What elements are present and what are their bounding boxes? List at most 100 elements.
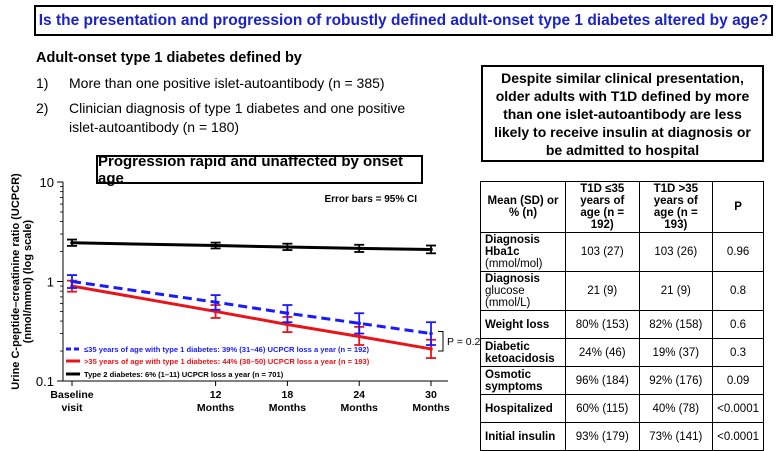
y-tick-label: 0.1	[36, 374, 54, 389]
y-axis-label: Urine C-peptide–creatinine ratio (UCPCR)	[10, 173, 22, 390]
y-axis-label: (nmol/mmol) (log scale)	[22, 219, 34, 343]
table-row: Osmotic symptoms 96% (184) 92% (176) 0.09	[480, 366, 764, 395]
table-cell: 40% (78)	[638, 394, 714, 423]
definition-heading: Adult-onset type 1 diabetes defined by	[36, 50, 302, 66]
table-cell: <0.0001	[712, 422, 764, 451]
x-tick-label: Months	[341, 402, 378, 414]
table-row: Diabetic ketoacidosis 24% (46) 19% (37) 0.3	[480, 338, 764, 367]
table-cell: 103 (26)	[638, 232, 714, 272]
y-tick-label: 1	[47, 275, 54, 290]
table-header: P	[712, 181, 764, 233]
table-cell: 82% (158)	[638, 310, 714, 339]
feature-label: Diagnosis	[485, 273, 540, 285]
feature-unit: (mmol/mol)	[485, 258, 543, 270]
data-point	[357, 334, 362, 339]
legend-label: Type 2 diabetes: 6% (1–11) UCPCR loss a …	[84, 370, 284, 379]
error-bar-note: Error bars = 95% CI	[324, 194, 417, 205]
p-value-bracket	[438, 331, 444, 352]
progression-title: Progression rapid and unaffected by onse…	[96, 153, 423, 187]
table-row: Diagnosis Hba1c (mmol/mol) 103 (27) 103 (26…	[480, 232, 764, 272]
series-line	[71, 280, 432, 336]
feature-label: Weight loss	[485, 318, 550, 331]
definition-item: 1) More than one positive islet-autoanti…	[36, 74, 436, 93]
feature-label: Initial insulin	[485, 430, 556, 443]
definition-item-text: Clinician diagnosis of type 1 diabetes a…	[69, 100, 406, 135]
table-cell: 60% (115)	[565, 394, 640, 423]
data-point	[429, 331, 433, 336]
x-tick-label: visit	[61, 402, 83, 414]
table-cell: 73% (141)	[638, 422, 714, 451]
x-tick-label: 18	[282, 389, 294, 401]
table-cell: 21 (9)	[638, 271, 714, 311]
legend-label: >35 years of age with type 1 diabetes: 4…	[84, 357, 370, 366]
figure-title: Is the presentation and progression of r…	[34, 5, 773, 36]
table-cell: 93% (179)	[565, 422, 640, 451]
legend-label: ≤35 years of age with type 1 diabetes: 3…	[84, 345, 370, 354]
definition-item-text: More than one positive islet-autoantibod…	[69, 75, 385, 91]
x-tick-label: 24	[353, 389, 365, 401]
table-cell: 0.09	[712, 366, 764, 395]
data-point	[429, 247, 433, 252]
data-point	[285, 311, 290, 316]
x-tick-label: Baseline	[50, 389, 93, 401]
feature-label: Hospitalized	[485, 402, 553, 415]
data-point	[70, 240, 74, 245]
ucpcr-line-chart: 0.1 1 10 Urine C-peptide–creatinine ratio (…	[10, 173, 481, 414]
x-tick-label: Months	[412, 402, 449, 414]
table-cell: 92% (176)	[638, 366, 714, 395]
table-header: T1D ≤35 years of age (n = 192)	[565, 181, 640, 233]
data-point	[285, 322, 290, 327]
definition-item-number: 1)	[36, 75, 49, 91]
table-cell: 19% (37)	[638, 338, 714, 367]
table-header: Mean (SD) or % (n)	[480, 181, 566, 233]
table-cell: 24% (46)	[565, 338, 640, 367]
table-cell-feature: Osmotic symptoms	[480, 366, 566, 395]
table-cell-feature: Initial insulin	[480, 422, 566, 451]
table-cell: 0.96	[712, 232, 764, 272]
table-header: T1D >35 years of age (n = 193)	[638, 181, 714, 233]
data-point	[213, 300, 218, 304]
y-tick-label: 10	[40, 175, 54, 190]
data-point	[357, 246, 362, 251]
table-cell: <0.0001	[712, 394, 764, 423]
definition-item-number: 2)	[36, 100, 49, 116]
table-body: Diagnosis Hba1c (mmol/mol) 103 (27) 103 (26…	[480, 232, 764, 451]
table-cell-feature: Diagnosis glucose (mmol/L)	[480, 271, 566, 311]
data-point	[70, 279, 74, 284]
definition-item: 2) Clinician diagnosis of type 1 diabete…	[36, 99, 436, 137]
table-cell-feature: Diabetic ketoacidosis	[480, 338, 566, 367]
table-row: Initial insulin 93% (179) 73% (141) <0.0001	[480, 422, 764, 451]
x-tick-label: 30	[425, 389, 437, 401]
series-line	[71, 284, 432, 351]
x-tick-label: Months	[269, 402, 306, 414]
table-row: Hospitalized 60% (115) 40% (78) <0.0001	[480, 394, 764, 423]
data-point	[357, 321, 362, 326]
feature-unit: glucose (mmol/L)	[485, 285, 531, 309]
table-cell: 21 (9)	[565, 271, 640, 311]
table-cell: 0.3	[712, 338, 764, 367]
summary-callout: Despite similar clinical presentation, o…	[481, 65, 764, 162]
clinical-characteristics-table: Mean (SD) or % (n) T1D ≤35 years of age …	[480, 181, 764, 451]
table-cell: 103 (27)	[565, 232, 640, 272]
feature-label: Diabetic ketoacidosis	[485, 340, 555, 365]
x-tick-label: Months	[197, 402, 234, 414]
table-cell-feature: Weight loss	[480, 310, 566, 339]
table-row: Diagnosis glucose (mmol/L) 21 (9) 21 (9) 0.8	[480, 271, 764, 311]
table-row: Weight loss 80% (153) 82% (158) 0.6	[480, 310, 764, 339]
data-point	[285, 245, 290, 249]
definition-list: 1) More than one positive islet-autoanti…	[36, 74, 436, 143]
p-value-label: P = 0.2	[447, 336, 481, 348]
table-cell-feature: Hospitalized	[480, 394, 566, 423]
series-line	[71, 241, 432, 251]
table-cell: 96% (184)	[565, 366, 640, 395]
table-cell: 0.8	[712, 271, 764, 311]
feature-label: Osmotic symptoms	[485, 368, 543, 393]
feature-label: Diagnosis Hba1c	[485, 234, 540, 258]
x-tick-label: 12	[210, 389, 222, 401]
data-point	[429, 347, 433, 351]
table-cell-feature: Diagnosis Hba1c (mmol/mol)	[480, 232, 566, 272]
table-cell: 80% (153)	[565, 310, 640, 339]
table-header-row: Mean (SD) or % (n) T1D ≤35 years of age …	[480, 181, 764, 233]
table-cell: 0.6	[712, 310, 764, 339]
data-point	[213, 243, 218, 248]
